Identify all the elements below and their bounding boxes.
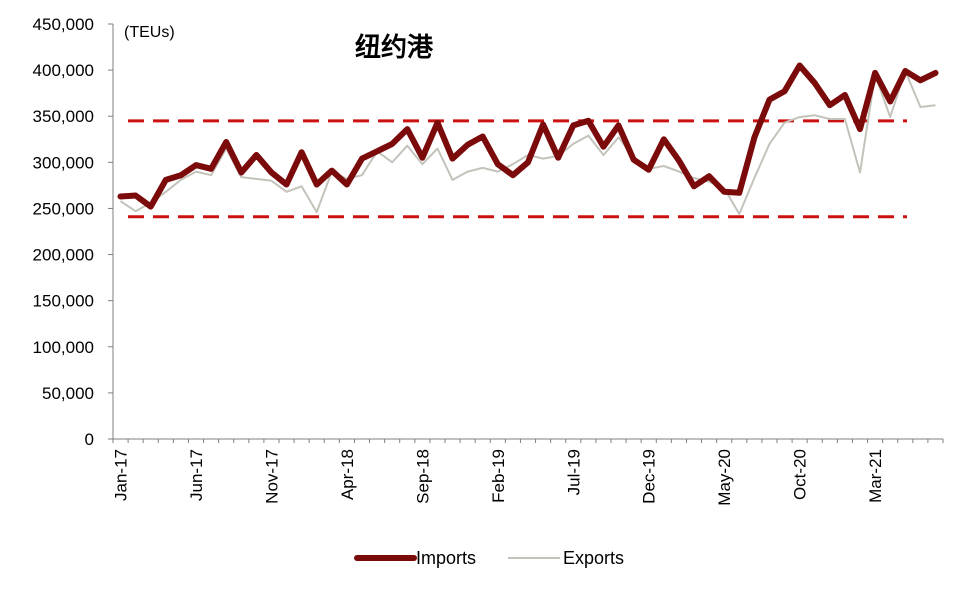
x-tick-label: Oct-20 [791, 449, 810, 500]
series-layer [117, 62, 939, 215]
y-tick-label: 400,000 [33, 61, 94, 80]
legend-exports-label: Exports [563, 548, 624, 568]
x-axis: Jan-17 Jun-17 Nov-17 Apr-18 Sep-18 Feb-19 Jul-… [112, 438, 944, 506]
series-line-exports [119, 70, 936, 215]
y-tick-label: 100,000 [33, 338, 94, 357]
series-line-imports [117, 62, 939, 210]
y-tick-label: 350,000 [33, 107, 94, 126]
legend: Imports Exports [354, 548, 624, 568]
x-tick-label: Dec-19 [640, 449, 659, 504]
x-tick-label: Jul-19 [564, 449, 583, 495]
x-tick-label: Sep-18 [413, 449, 432, 504]
y-tick-label: 50,000 [42, 384, 94, 403]
y-axis: 0 50,000 100,000 150,000 200,000 250,000 300,0… [33, 15, 114, 449]
legend-imports-label: Imports [416, 548, 476, 568]
unit-label: (TEUs) [124, 24, 175, 41]
y-tick-label: 250,000 [33, 199, 94, 218]
x-tick-label: Nov-17 [262, 449, 281, 504]
x-tick-label: Mar-21 [866, 449, 885, 503]
y-tick-label: 0 [85, 430, 94, 449]
y-tick-label: 450,000 [33, 15, 94, 34]
x-tick-label: Apr-18 [338, 449, 357, 500]
reference-lines [128, 119, 907, 219]
x-tick-label: May-20 [715, 449, 734, 506]
chart-title: 纽约港 [355, 32, 434, 63]
x-tick-label: Jan-17 [112, 449, 131, 501]
x-tick-label: Jun-17 [187, 449, 206, 501]
y-tick-label: 200,000 [33, 246, 94, 265]
y-tick-label: 300,000 [33, 153, 94, 172]
x-tick-label: Feb-19 [489, 449, 508, 503]
y-tick-label: 150,000 [33, 292, 94, 311]
